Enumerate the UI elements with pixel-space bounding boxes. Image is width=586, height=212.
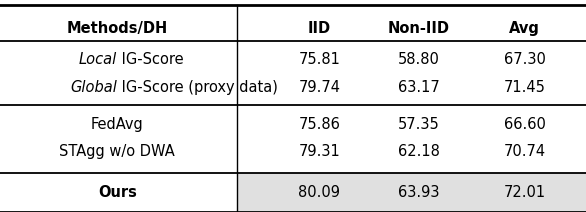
Text: 75.81: 75.81 bbox=[298, 52, 340, 67]
Text: Global: Global bbox=[70, 81, 117, 95]
Text: 63.17: 63.17 bbox=[398, 81, 440, 95]
Text: 79.74: 79.74 bbox=[298, 81, 340, 95]
Text: 63.93: 63.93 bbox=[398, 186, 440, 200]
Text: IG-Score: IG-Score bbox=[117, 52, 184, 67]
Text: FedAvg: FedAvg bbox=[91, 117, 144, 131]
Text: 79.31: 79.31 bbox=[298, 144, 340, 159]
Text: Local: Local bbox=[79, 52, 117, 67]
Text: 67.30: 67.30 bbox=[503, 52, 546, 67]
Text: 62.18: 62.18 bbox=[398, 144, 440, 159]
Text: Non-IID: Non-IID bbox=[388, 21, 450, 36]
Text: 57.35: 57.35 bbox=[398, 117, 440, 131]
Text: 80.09: 80.09 bbox=[298, 186, 340, 200]
Text: 71.45: 71.45 bbox=[503, 81, 546, 95]
Text: 66.60: 66.60 bbox=[503, 117, 546, 131]
Text: 75.86: 75.86 bbox=[298, 117, 340, 131]
Text: STAgg w/o DWA: STAgg w/o DWA bbox=[59, 144, 175, 159]
Text: Ours: Ours bbox=[98, 186, 137, 200]
Text: IG-Score (proxy data): IG-Score (proxy data) bbox=[117, 81, 278, 95]
Text: Methods/DH: Methods/DH bbox=[67, 21, 168, 36]
Bar bbox=[237, 173, 586, 212]
Text: 70.74: 70.74 bbox=[503, 144, 546, 159]
Text: Avg: Avg bbox=[509, 21, 540, 36]
Text: 72.01: 72.01 bbox=[503, 186, 546, 200]
Text: IID: IID bbox=[308, 21, 331, 36]
Text: 58.80: 58.80 bbox=[398, 52, 440, 67]
